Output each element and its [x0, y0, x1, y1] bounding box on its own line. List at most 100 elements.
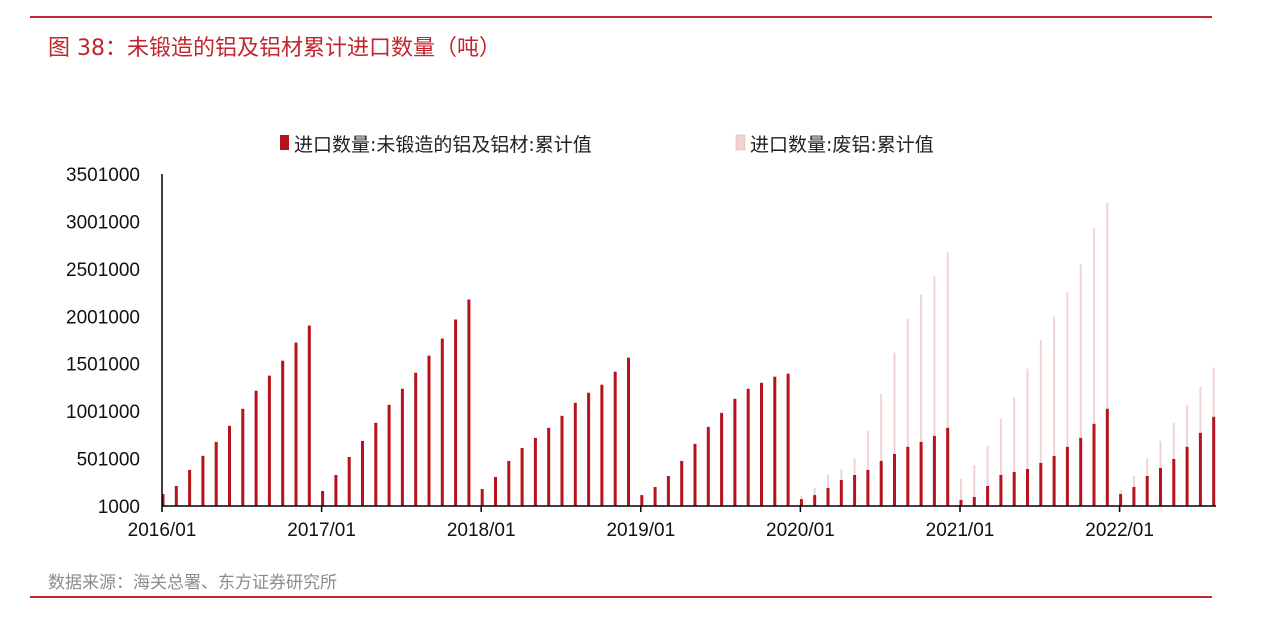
- legend-label-primary: 进口数量:未锻造的铝及铝材:累计值: [294, 134, 592, 156]
- y-tick-label: 1501000: [66, 355, 140, 376]
- bar-primary: [1065, 446, 1069, 506]
- bar-primary: [294, 342, 298, 506]
- bar-secondary: [920, 294, 923, 506]
- bar-primary: [214, 441, 218, 506]
- bar-primary: [267, 375, 271, 506]
- bar-primary: [972, 496, 976, 506]
- y-tick-label: 1001000: [66, 402, 140, 423]
- legend-label-secondary: 进口数量:废铝:累计值: [750, 134, 934, 156]
- x-tick-label: 2021/01: [926, 520, 995, 541]
- bar-primary: [201, 455, 205, 506]
- bar-secondary: [986, 445, 989, 506]
- bar-primary: [879, 460, 883, 506]
- bar-primary: [959, 500, 963, 506]
- bar-primary: [1079, 437, 1083, 506]
- bar-primary: [1172, 458, 1176, 506]
- bar-primary: [600, 384, 604, 506]
- x-tick-label: 2019/01: [606, 520, 675, 541]
- bar-secondary: [880, 393, 883, 506]
- bar-primary: [400, 388, 404, 506]
- x-tick-label: 2022/01: [1085, 520, 1154, 541]
- bar-primary: [1198, 432, 1202, 506]
- bar-primary: [414, 372, 418, 506]
- y-tick-label: 3001000: [66, 212, 140, 233]
- y-tick-label: 2001000: [66, 307, 140, 328]
- bar-secondary: [1093, 228, 1095, 506]
- bar-primary: [839, 480, 843, 506]
- bar-primary: [613, 371, 617, 506]
- bar-primary: [321, 490, 325, 506]
- bar-primary: [666, 476, 670, 506]
- bar-primary: [361, 440, 364, 506]
- bar-primary: [799, 499, 803, 506]
- source-note: 数据来源：海关总署、东方证券研究所: [48, 573, 337, 593]
- bar-primary: [307, 325, 311, 506]
- bar-primary: [866, 469, 870, 506]
- bar-primary: [454, 319, 458, 506]
- bar-primary: [640, 495, 644, 506]
- bar-primary: [706, 426, 710, 506]
- legend-swatch-primary: [280, 135, 289, 150]
- x-tick-label: 2017/01: [287, 520, 356, 541]
- bar-secondary: [1066, 292, 1069, 506]
- bar-secondary: [946, 252, 949, 506]
- bar-primary: [999, 474, 1003, 506]
- bar-secondary: [1106, 203, 1109, 506]
- bar-primary: [1212, 416, 1216, 506]
- bar-secondary: [973, 464, 976, 506]
- top-rule: [30, 16, 1212, 18]
- bar-primary: [786, 373, 790, 506]
- bar-primary: [440, 338, 444, 506]
- bar-primary: [387, 404, 391, 506]
- bar-primary: [1052, 455, 1056, 506]
- bar-secondary: [866, 430, 869, 506]
- bar-primary: [919, 441, 923, 506]
- bar-primary: [1092, 423, 1096, 506]
- bar-primary: [573, 402, 577, 506]
- bottom-rule: [30, 596, 1212, 598]
- x-tick-label: 2016/01: [128, 520, 197, 541]
- bar-primary: [1119, 494, 1123, 506]
- bar-primary: [228, 425, 231, 506]
- bar-secondary: [1079, 264, 1082, 506]
- bar-primary: [653, 487, 657, 506]
- y-tick-label: 2501000: [66, 260, 140, 281]
- bar-primary: [1026, 469, 1029, 506]
- chart-title: 图 38：未锻造的铝及铝材累计进口数量（吨）: [48, 36, 501, 61]
- y-tick-label: 1000: [98, 497, 140, 518]
- bar-primary: [932, 435, 936, 506]
- bar-primary: [533, 437, 537, 506]
- x-tick-label: 2020/01: [766, 520, 835, 541]
- bar-primary: [334, 474, 338, 506]
- bar-primary: [1039, 462, 1043, 506]
- bar-secondary: [960, 478, 962, 506]
- bar-secondary: [999, 418, 1002, 506]
- y-tick-label: 3501000: [66, 165, 140, 186]
- x-tick-label: 2018/01: [447, 520, 516, 541]
- bar-primary: [1012, 471, 1016, 506]
- bar-primary: [1105, 408, 1109, 506]
- bar-primary: [627, 357, 630, 506]
- bar-primary: [946, 427, 950, 506]
- bar-primary: [281, 360, 285, 506]
- bar-primary: [480, 489, 484, 506]
- bar-secondary: [1053, 316, 1056, 506]
- bar-primary: [986, 485, 990, 506]
- bar-primary: [1145, 476, 1149, 506]
- bar-primary: [347, 456, 351, 506]
- bar-primary: [893, 453, 896, 506]
- bar-primary: [773, 376, 777, 506]
- bar-primary: [1185, 446, 1189, 506]
- bar-primary: [427, 355, 431, 506]
- bar-primary: [254, 390, 258, 506]
- bar-primary: [374, 422, 378, 506]
- bar-primary: [161, 494, 165, 506]
- bar-secondary: [933, 276, 936, 506]
- bar-secondary: [1039, 339, 1042, 506]
- bar-secondary: [1026, 368, 1029, 506]
- bar-primary: [1159, 467, 1162, 506]
- bar-primary: [520, 447, 524, 506]
- bar-primary: [1132, 487, 1136, 506]
- legend-swatch-secondary: [735, 134, 746, 151]
